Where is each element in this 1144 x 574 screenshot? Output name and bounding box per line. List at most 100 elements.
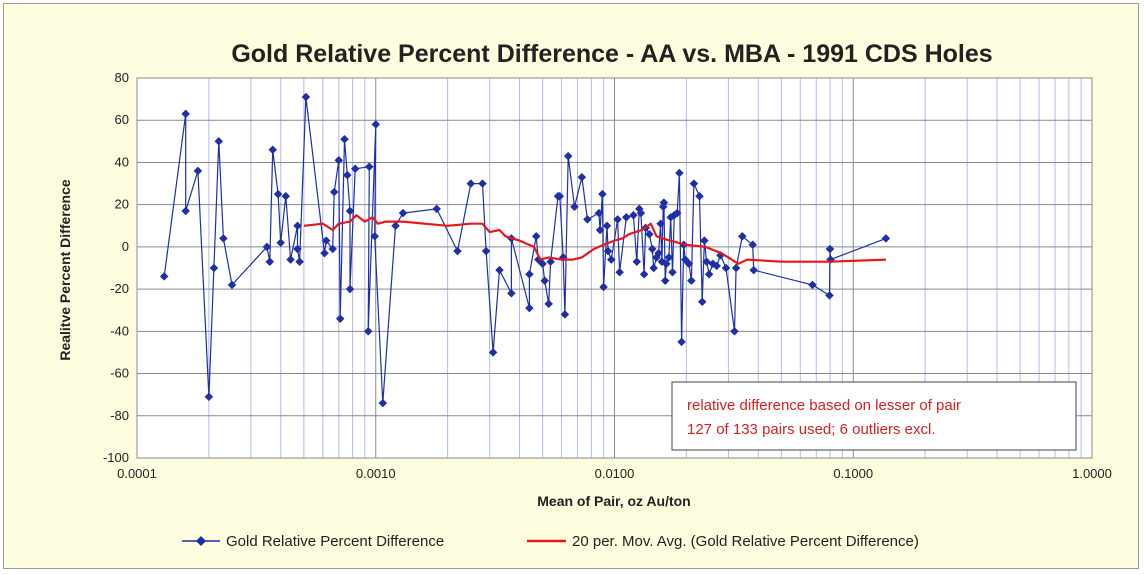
data-point-marker [668,267,677,277]
data-point-marker [677,337,686,347]
data-point-marker [598,189,607,199]
data-point-marker [654,248,663,258]
data-point-marker [301,92,311,102]
data-point-marker [662,259,671,269]
y-tick-label: 40 [115,154,129,169]
legend-label-gold-rpd: Gold Relative Percent Difference [226,533,444,550]
annotation-line-1: relative difference based on lesser of p… [687,397,961,414]
data-point-marker [675,168,684,178]
data-point-marker [276,238,286,248]
data-point-marker [712,261,722,271]
data-point-marker [219,234,228,243]
data-point-marker [632,257,642,267]
data-point-marker [602,221,612,231]
data-point-marker [825,244,835,254]
y-tick-label: 0 [122,239,129,254]
chart-frame: Gold Relative Percent Difference - AA vs… [3,3,1139,569]
data-point-marker [453,246,462,256]
data-point-marker [603,246,613,256]
data-point-marker [268,145,278,155]
legend-label-moving-average: 20 per. Mov. Avg. (Gold Relative Percent… [572,533,919,550]
data-point-marker [615,267,624,277]
data-point-marker [647,244,657,254]
data-point-marker [563,151,573,161]
data-point-marker [281,191,291,201]
data-point-marker [345,284,355,294]
data-point-marker [560,310,570,319]
data-point-marker [749,265,759,275]
data-point-marker [664,253,674,262]
data-point-marker [748,240,758,250]
data-point-marker [345,206,355,216]
data-point-marker [538,259,547,269]
data-point-marker [293,221,302,231]
data-point-marker [371,120,381,129]
data-point-marker [687,276,696,286]
grid-major [136,77,1093,459]
x-tick-label: 1.0000 [1072,466,1112,481]
data-point-marker [342,170,352,180]
data-point-marker [629,210,638,220]
data-point-marker [340,134,349,144]
y-tick-label: -20 [110,281,129,296]
y-tick-label: 20 [115,197,129,212]
x-tick-label: 0.1000 [833,466,873,481]
data-point-marker [329,187,339,197]
y-tick-label: 60 [115,112,129,127]
data-point-marker [295,257,304,267]
data-point-marker [695,191,704,201]
data-point-marker [481,246,491,256]
data-point-marker [525,303,534,313]
series-layer [159,92,891,408]
data-point-marker [363,326,373,336]
data-point-marker [335,314,345,324]
data-point-marker [391,221,400,231]
data-point-marker [594,208,604,218]
data-point-marker [606,255,616,264]
data-point-marker [649,263,659,273]
data-point-marker [577,172,587,182]
data-point-marker [350,164,360,174]
data-point-marker [507,288,516,298]
data-point-marker [697,297,707,307]
data-point-marker [621,212,631,222]
data-point-marker [659,198,669,207]
data-point-marker [881,234,891,243]
data-point-marker [689,179,699,188]
y-tick-labels: 80 60 40 20 0 -20 -40 -60 -80 -100 [103,70,129,465]
data-point-marker [321,236,331,245]
data-point-marker [159,272,169,281]
x-tick-label: 0.0010 [356,466,396,481]
annotation-box: relative difference based on lesser of p… [671,381,1077,451]
data-point-marker [495,265,504,275]
y-tick-label: -100 [103,450,129,465]
data-point-marker [684,259,694,269]
data-point-marker [364,162,374,172]
data-point-marker [660,276,670,286]
data-point-marker [704,269,714,279]
y-axis-label: Realitve Percent Difference [57,179,73,361]
data-point-marker [181,109,191,119]
data-point-marker [398,208,408,218]
data-point-marker [370,231,380,241]
data-point-marker [181,206,191,216]
chart-svg: Gold Relative Percent Difference - AA vs… [57,40,1112,550]
data-point-marker [531,231,541,241]
data-point-marker [570,202,579,212]
data-point-marker [639,269,649,279]
data-point-marker [808,280,817,290]
data-point-marker [466,179,476,188]
data-point-marker [544,299,554,309]
data-point-marker [583,215,592,224]
data-point-marker [731,263,741,273]
y-tick-label: -60 [110,366,129,381]
data-point-marker [204,392,214,402]
data-point-marker [737,231,747,241]
x-tick-label: 0.0001 [117,466,157,481]
legend: Gold Relative Percent Difference 20 per.… [182,533,919,550]
data-point-marker [273,189,283,199]
data-point-marker [265,257,275,267]
data-point-marker [730,326,739,336]
x-tick-label: 0.0100 [595,466,635,481]
y-tick-label: -80 [110,408,129,423]
